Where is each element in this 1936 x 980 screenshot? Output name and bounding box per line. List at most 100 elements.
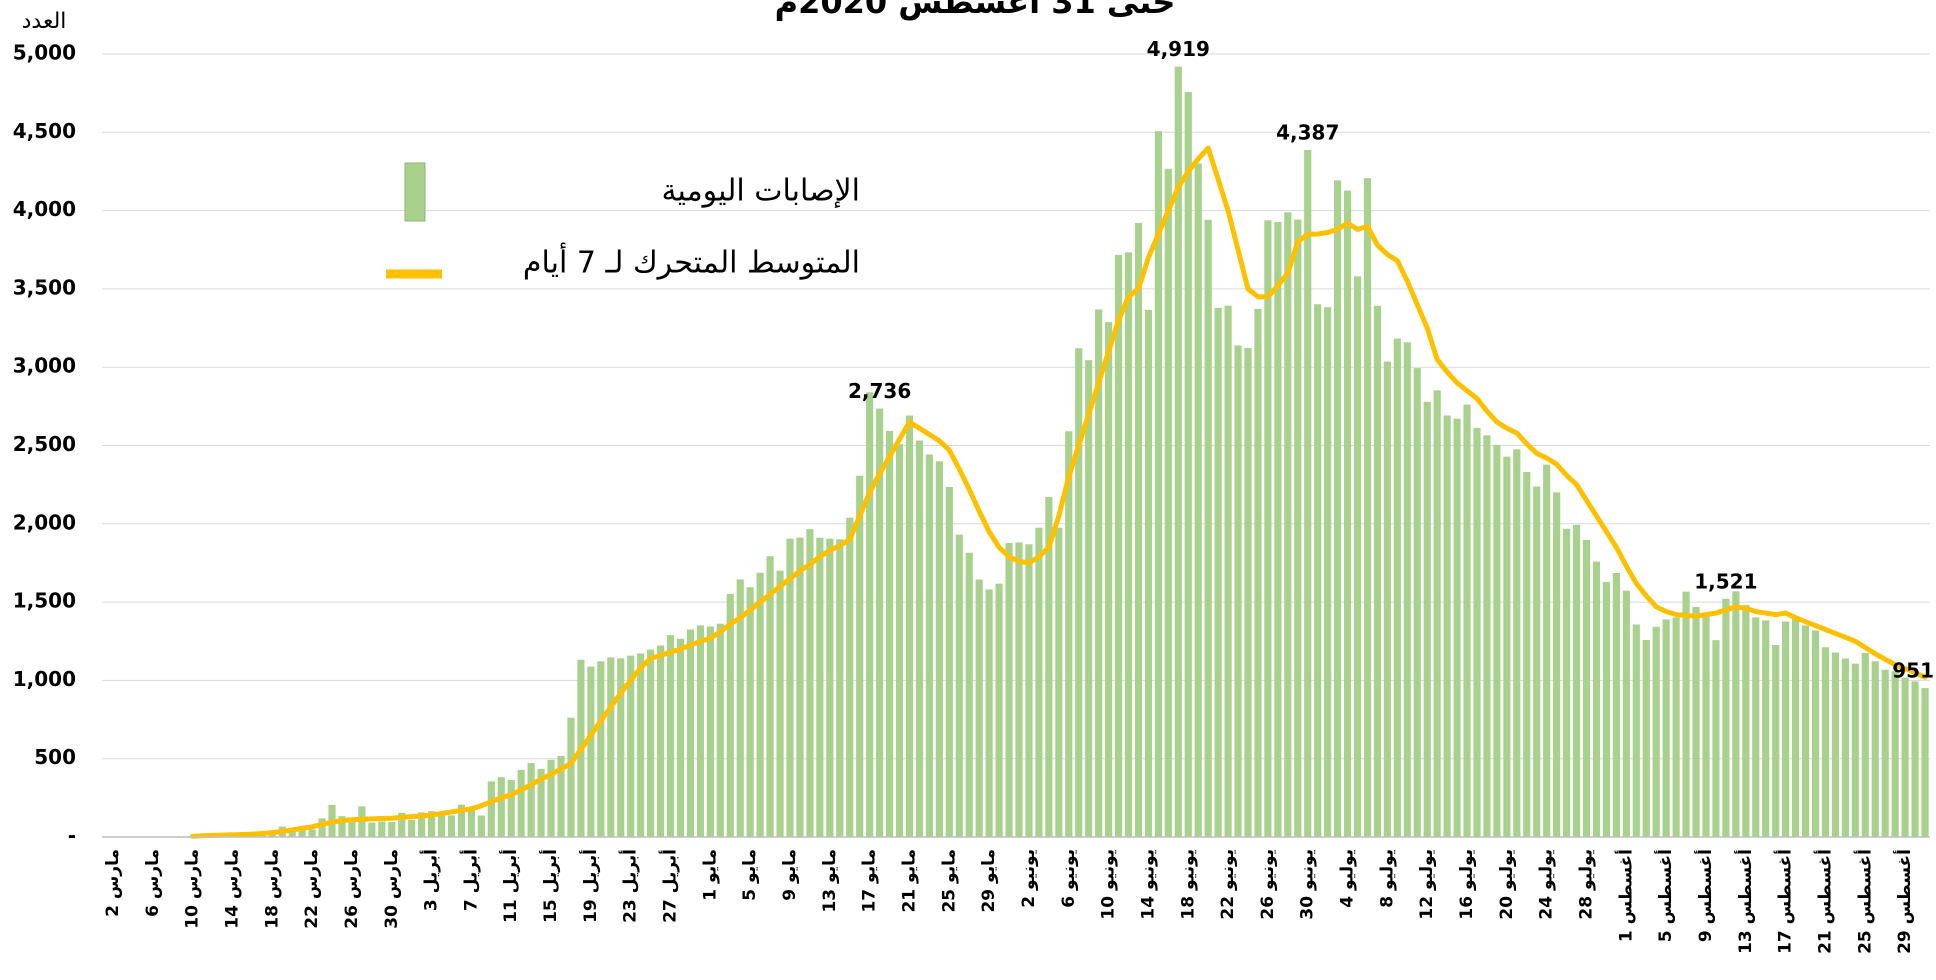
- bar: [517, 769, 525, 837]
- x-tick-label: 9 أغسطس: [1694, 849, 1716, 942]
- bar: [736, 579, 744, 837]
- y-tick-label: 500: [34, 745, 76, 769]
- y-tick-label: 5,000: [13, 41, 76, 65]
- data-label: 4,387: [1276, 120, 1339, 144]
- bar: [1244, 347, 1252, 837]
- bar: [1065, 431, 1073, 837]
- bar: [1453, 418, 1461, 837]
- bar: [746, 587, 754, 837]
- x-tick-label: 5 أغسطس: [1654, 849, 1676, 942]
- x-tick-label: 16 يوليو: [1457, 849, 1477, 920]
- x-tick-label: 12 يوليو: [1417, 849, 1437, 920]
- x-tick-label: 8 يوليو: [1377, 849, 1397, 908]
- x-tick-label: 6 مارس: [143, 849, 163, 917]
- bar: [1383, 361, 1391, 837]
- bar: [567, 717, 575, 837]
- bar: [1702, 613, 1710, 837]
- bar: [1314, 304, 1322, 837]
- bar: [308, 829, 316, 837]
- x-tick-label: 10 يونيو: [1099, 849, 1119, 920]
- bar: [1114, 254, 1123, 838]
- bar: [1403, 342, 1411, 837]
- bar: [786, 538, 794, 837]
- bar: [1672, 617, 1680, 837]
- x-tick-label: 14 مارس: [222, 849, 242, 929]
- bar: [1881, 669, 1889, 837]
- bar: [955, 534, 963, 837]
- x-tick-label: 9 مايو: [780, 849, 800, 901]
- bar: [1363, 178, 1372, 837]
- bar: [706, 626, 714, 837]
- x-tick-label: 29 أغسطس: [1893, 849, 1915, 954]
- legend-label: المتوسط المتحرك لـ 7 أيام: [523, 242, 860, 281]
- bar: [1443, 415, 1451, 837]
- x-tick-label: 1 أغسطس: [1614, 849, 1636, 942]
- bar: [1393, 338, 1401, 837]
- bar: [1334, 180, 1342, 837]
- bar: [995, 583, 1003, 837]
- bar: [905, 415, 914, 837]
- bar: [298, 826, 306, 837]
- x-tick-label: 11 أبريل: [499, 849, 521, 923]
- bar: [597, 661, 605, 837]
- y-tick-label: 2,500: [13, 432, 76, 456]
- bar: [1632, 624, 1640, 837]
- x-tick-label: 2 مارس: [103, 849, 123, 917]
- bar: [1652, 626, 1660, 837]
- bar: [547, 759, 555, 837]
- bar: [1861, 652, 1869, 837]
- bar: [1582, 539, 1591, 837]
- bar: [1324, 307, 1332, 838]
- bar: [1732, 591, 1740, 837]
- x-tick-label: 30 يونيو: [1298, 849, 1318, 920]
- bar: [1831, 652, 1839, 837]
- bar: [1533, 486, 1541, 837]
- bar: [1184, 92, 1192, 837]
- bar: [1602, 581, 1611, 837]
- x-tick-label: 13 أغسطس: [1734, 849, 1756, 954]
- bar: [1134, 222, 1143, 837]
- bar: [557, 755, 565, 837]
- bar: [408, 819, 416, 837]
- bar: [1413, 368, 1421, 837]
- bar: [846, 517, 854, 837]
- x-tick-label: 3 أبريل: [420, 849, 442, 911]
- bar: [1612, 572, 1620, 837]
- bar: [1871, 661, 1879, 837]
- bar: [676, 638, 685, 837]
- bar: [1503, 456, 1511, 837]
- y-tick-label: 1,000: [13, 667, 76, 691]
- bar: [1722, 598, 1730, 837]
- bar: [1095, 309, 1103, 837]
- bar: [945, 486, 953, 837]
- bar: [1762, 620, 1770, 837]
- bar: [925, 454, 933, 837]
- bar: [1493, 444, 1501, 837]
- bar: [447, 815, 456, 837]
- x-tick-label: 13 مايو: [820, 849, 840, 913]
- bar: [1204, 219, 1212, 837]
- bar: [1433, 390, 1441, 837]
- data-label: 4,919: [1147, 37, 1210, 61]
- bar: [427, 811, 436, 837]
- bar: [288, 831, 296, 837]
- bar: [686, 629, 695, 837]
- bar: [1264, 220, 1272, 837]
- x-tick-label: 27 أبريل: [659, 849, 681, 923]
- bar: [935, 461, 943, 837]
- data-label: 2,736: [848, 379, 911, 403]
- bar: [1543, 464, 1551, 837]
- bar: [537, 768, 545, 837]
- bar: [716, 623, 724, 837]
- y-axis-label: العدد: [22, 9, 67, 34]
- x-tick-label: 17 مايو: [860, 849, 880, 913]
- bar: [1085, 360, 1093, 837]
- bar: [1343, 190, 1352, 838]
- x-tick-label: 4 يوليو: [1338, 849, 1358, 908]
- bar: [1752, 617, 1760, 837]
- y-tick-label: 1,500: [13, 589, 76, 613]
- x-tick-label: 26 يونيو: [1258, 849, 1278, 920]
- x-tick-label: 6 يونيو: [1059, 849, 1079, 908]
- bar: [1712, 640, 1720, 837]
- bar: [1005, 543, 1013, 837]
